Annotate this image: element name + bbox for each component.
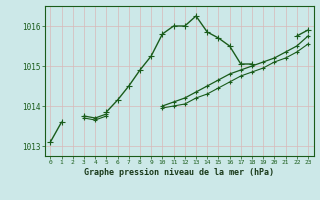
- X-axis label: Graphe pression niveau de la mer (hPa): Graphe pression niveau de la mer (hPa): [84, 168, 274, 177]
